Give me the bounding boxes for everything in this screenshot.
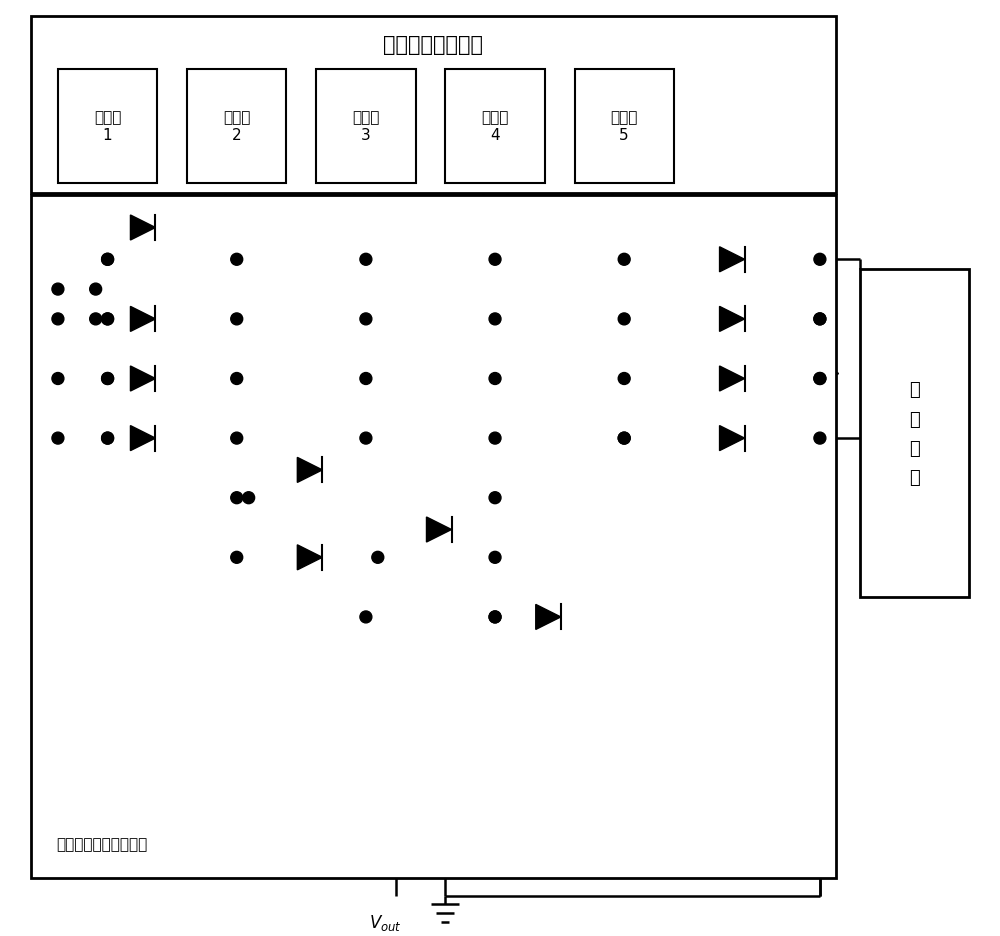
Bar bbox=[316, 69, 416, 183]
Text: 电池板
5: 电池板 5 bbox=[610, 110, 638, 142]
Circle shape bbox=[52, 373, 64, 385]
Circle shape bbox=[814, 314, 826, 326]
Text: 电池板
1: 电池板 1 bbox=[94, 110, 121, 142]
Circle shape bbox=[231, 551, 243, 563]
Circle shape bbox=[618, 254, 630, 266]
Circle shape bbox=[618, 432, 630, 445]
Circle shape bbox=[489, 432, 501, 445]
Circle shape bbox=[52, 284, 64, 296]
Circle shape bbox=[231, 254, 243, 266]
Polygon shape bbox=[297, 545, 322, 570]
Polygon shape bbox=[130, 307, 155, 332]
Polygon shape bbox=[426, 518, 452, 543]
Polygon shape bbox=[130, 367, 155, 391]
Polygon shape bbox=[720, 307, 745, 332]
Circle shape bbox=[243, 492, 255, 505]
Circle shape bbox=[489, 611, 501, 623]
Circle shape bbox=[360, 611, 372, 623]
Circle shape bbox=[102, 314, 114, 326]
Bar bbox=[575, 69, 674, 183]
Circle shape bbox=[489, 373, 501, 385]
Text: $V_{out}$: $V_{out}$ bbox=[369, 912, 402, 932]
Text: 电池板
3: 电池板 3 bbox=[352, 110, 380, 142]
Circle shape bbox=[489, 492, 501, 505]
Circle shape bbox=[360, 373, 372, 385]
Circle shape bbox=[360, 314, 372, 326]
Circle shape bbox=[102, 432, 114, 445]
Circle shape bbox=[618, 314, 630, 326]
Circle shape bbox=[52, 314, 64, 326]
Bar bbox=[31, 196, 836, 878]
Circle shape bbox=[102, 373, 114, 385]
Circle shape bbox=[231, 373, 243, 385]
Text: 组合通路选择输出电路: 组合通路选择输出电路 bbox=[56, 836, 147, 851]
Circle shape bbox=[90, 284, 102, 296]
Circle shape bbox=[372, 551, 384, 563]
Circle shape bbox=[231, 314, 243, 326]
Circle shape bbox=[360, 254, 372, 266]
Circle shape bbox=[814, 373, 826, 385]
Circle shape bbox=[102, 432, 114, 445]
Circle shape bbox=[618, 432, 630, 445]
Circle shape bbox=[102, 254, 114, 266]
Bar bbox=[58, 69, 157, 183]
Circle shape bbox=[814, 314, 826, 326]
Circle shape bbox=[489, 611, 501, 623]
Bar bbox=[187, 69, 286, 183]
Polygon shape bbox=[536, 605, 561, 630]
Polygon shape bbox=[297, 458, 322, 483]
Text: 电池板
4: 电池板 4 bbox=[481, 110, 509, 142]
Text: 测
控
电
路: 测 控 电 路 bbox=[909, 381, 920, 487]
Circle shape bbox=[618, 373, 630, 385]
Polygon shape bbox=[720, 367, 745, 391]
Circle shape bbox=[102, 373, 114, 385]
Circle shape bbox=[814, 432, 826, 445]
Circle shape bbox=[814, 373, 826, 385]
Circle shape bbox=[360, 432, 372, 445]
Circle shape bbox=[489, 314, 501, 326]
Circle shape bbox=[102, 254, 114, 266]
Polygon shape bbox=[720, 426, 745, 451]
Text: 太阳能电池板模块: 太阳能电池板模块 bbox=[383, 35, 483, 54]
Circle shape bbox=[489, 254, 501, 266]
Polygon shape bbox=[130, 426, 155, 451]
Circle shape bbox=[231, 432, 243, 445]
Circle shape bbox=[489, 551, 501, 563]
Circle shape bbox=[52, 432, 64, 445]
Circle shape bbox=[90, 314, 102, 326]
Circle shape bbox=[231, 492, 243, 505]
Circle shape bbox=[102, 314, 114, 326]
Polygon shape bbox=[720, 247, 745, 272]
Circle shape bbox=[814, 254, 826, 266]
Bar bbox=[31, 17, 836, 194]
Polygon shape bbox=[130, 215, 155, 241]
Bar bbox=[860, 270, 969, 597]
Text: 电池板
2: 电池板 2 bbox=[223, 110, 250, 142]
Bar bbox=[445, 69, 545, 183]
